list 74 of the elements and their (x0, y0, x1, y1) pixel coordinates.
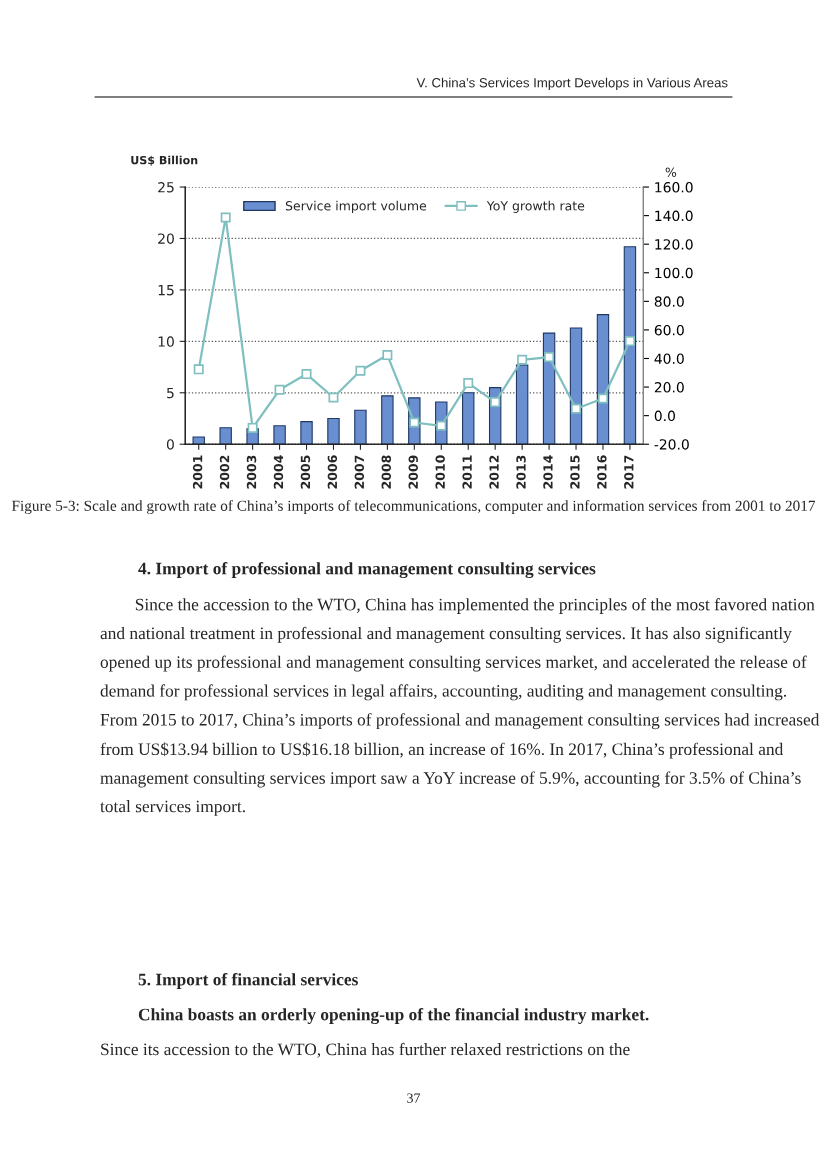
point (490, 397, 501, 408)
y-tick-label: 10 (158, 336, 174, 347)
y-tick-label: 20 (158, 233, 174, 244)
bar (462, 392, 475, 445)
bar (354, 409, 367, 445)
bar (542, 332, 556, 445)
y2-tick-label: 80.0 (654, 296, 684, 307)
point (544, 352, 555, 363)
bar (381, 395, 394, 445)
point (517, 354, 528, 365)
y-tick-label: 5 (167, 387, 174, 399)
x-tick-label: 2002 (219, 455, 230, 489)
x-tick-label: 2007 (354, 455, 365, 489)
y2-tick-label: 100.0 (655, 267, 693, 279)
y2-axis-title: % (665, 167, 677, 177)
x-tick-label: 2017 (624, 455, 634, 489)
bar (327, 417, 340, 445)
y-tick-label: 25 (158, 182, 174, 193)
x-tick-label: 2014 (543, 455, 553, 489)
point (274, 384, 285, 395)
x-tick-label: 2001 (192, 455, 203, 489)
legend-label: Service import volume (285, 200, 427, 213)
x-tick-label: 2008 (381, 455, 391, 489)
point (193, 364, 204, 375)
y2-tick-label: 40.0 (654, 353, 684, 364)
bar (569, 327, 583, 445)
y-tick-label: 15 (158, 285, 174, 296)
bar (192, 436, 205, 445)
point (220, 212, 231, 223)
x-tick-label: 2012 (489, 455, 499, 489)
x-tick-label: 2009 (408, 455, 418, 489)
y2-tick-label: -20.0 (654, 439, 689, 450)
bar (596, 314, 610, 445)
bar (219, 427, 232, 445)
bar (515, 364, 529, 445)
point (597, 393, 608, 404)
x-tick-label: 2016 (597, 455, 607, 489)
y-tick-label: 0 (166, 439, 174, 450)
y2-tick-label: 120.0 (655, 239, 693, 250)
y-axis-title: US$ Billion (131, 155, 198, 166)
y2-tick-label: 160.0 (655, 182, 693, 193)
text: China boasts an orderly opening-up of the financial industry market. (138, 1008, 649, 1025)
legend-label: YoY growth rate (486, 200, 585, 213)
point (409, 417, 420, 428)
bar (273, 425, 286, 445)
x-tick-label: 2010 (435, 455, 445, 489)
point (624, 336, 635, 347)
y2-tick-label: 0.0 (654, 410, 675, 422)
text: 5. Import of financial services (138, 973, 358, 989)
point (301, 369, 312, 380)
x-tick-label: 2003 (246, 455, 257, 489)
y2-tick-label: 20.0 (654, 382, 684, 393)
x-tick-label: 2011 (462, 455, 472, 489)
y2-tick-label: 60.0 (654, 324, 684, 336)
text: Since the accession to the WTO, China has implemented the principles of the most favored nation and national treatment in professional and management consulting services. It has also significantly opened up its professional and management consulting services market, and accelerated the release of demand for professional services in legal affairs, accounting, auditing and management consulting. From 2015 to 2017, China’s imports of professional and management consulting services had increased from US$13.94 billion to US$16.18 billion, an increase of 16%. In 2017, China’s professional and management consulting services import saw a YoY increase of 5.9%, accounting for 3.5% of China’s total services import. (100, 598, 820, 816)
x-tick-label: 2015 (570, 455, 580, 489)
text: 4. Import of professional and management consulting services (138, 562, 596, 579)
point (328, 392, 339, 403)
point (382, 350, 393, 361)
x-tick-label: 2006 (327, 455, 338, 489)
text: Since its accession to the WTO, China has further relaxed restrictions on the (101, 1042, 630, 1058)
text: Figure 5-3: Scale and growth rate of China’s imports of telecommunications, computer and information services from 2001 to 2017 (11, 500, 816, 515)
bar (623, 246, 637, 445)
text: V. China’s Services Import Develops in Various Areas (416, 77, 728, 90)
point (463, 378, 474, 389)
text: 37 (407, 1093, 421, 1103)
point (355, 365, 366, 376)
point (247, 422, 258, 433)
y2-tick-label: 140.0 (655, 210, 693, 222)
x-tick-label: 2005 (300, 455, 311, 489)
point (571, 403, 582, 414)
x-tick-label: 2013 (516, 455, 526, 489)
bar (300, 421, 313, 445)
x-tick-label: 2004 (273, 455, 284, 489)
